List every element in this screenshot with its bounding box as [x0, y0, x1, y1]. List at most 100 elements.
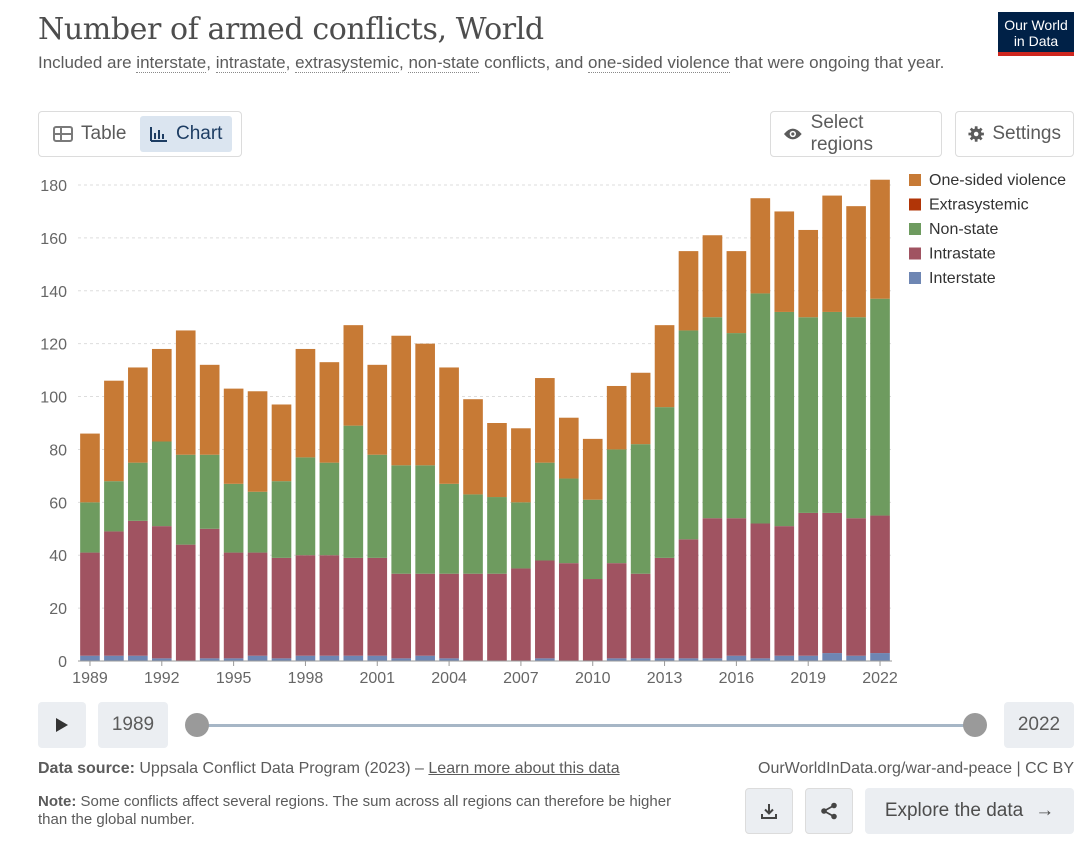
bar-segment-interstate[interactable]: Interstate 1992: 1	[151, 658, 172, 661]
bar-segment-non-state[interactable]: Non-state 2002: 41	[391, 465, 412, 574]
bar-segment-non-state[interactable]: Non-state 2015: 76	[702, 317, 723, 519]
settings-button[interactable]: Settings	[955, 111, 1074, 157]
tab-table[interactable]: Table	[43, 116, 136, 152]
bar-segment-intrastate[interactable]: Intrastate 2018: 49	[774, 526, 795, 656]
bar-segment-one-sided[interactable]: One-sided violence 1996: 38	[247, 391, 268, 492]
bar-segment-interstate[interactable]: Interstate 1990: 2	[104, 655, 124, 661]
bar-segment-non-state[interactable]: Non-state 1993: 34	[175, 454, 196, 545]
bar-segment-one-sided[interactable]: One-sided violence 2009: 23	[558, 417, 579, 479]
bar-segment-one-sided[interactable]: One-sided violence 2022: 45	[870, 179, 890, 299]
bar-segment-non-state[interactable]: Non-state 1998: 37	[295, 457, 316, 556]
bar-segment-intrastate[interactable]: Intrastate 1995: 40	[223, 552, 244, 659]
bar-segment-one-sided[interactable]: One-sided violence 1998: 41	[295, 348, 316, 458]
legend-label[interactable]: Non-state	[929, 221, 998, 238]
bar-segment-intrastate[interactable]: Intrastate 1996: 39	[247, 552, 268, 656]
bar-segment-interstate[interactable]: Interstate 2011: 1	[606, 658, 627, 661]
bar-segment-intrastate[interactable]: Intrastate 1998: 38	[295, 555, 316, 656]
bar-segment-interstate[interactable]: Interstate 2001: 2	[367, 655, 388, 661]
play-button[interactable]	[38, 702, 86, 748]
timeline-end-handle[interactable]	[963, 713, 987, 737]
bar-segment-non-state[interactable]: Non-state 1999: 35	[319, 462, 340, 556]
bar-segment-one-sided[interactable]: One-sided violence 2015: 31	[702, 235, 723, 318]
bar-segment-non-state[interactable]: Non-state 2019: 74	[798, 317, 819, 513]
bar-segment-interstate[interactable]: Interstate 1998: 2	[295, 655, 316, 661]
bar-segment-one-sided[interactable]: One-sided violence 2020: 44	[822, 195, 842, 312]
bar-segment-one-sided[interactable]: One-sided violence 2010: 23	[582, 438, 603, 500]
bar-segment-non-state[interactable]: Non-state 2011: 43	[606, 449, 627, 564]
bar-segment-one-sided[interactable]: One-sided violence 1991: 36	[128, 367, 148, 463]
download-button[interactable]	[745, 788, 793, 834]
bar-segment-intrastate[interactable]: Intrastate 2021: 52	[846, 518, 866, 656]
bar-segment-interstate[interactable]: Interstate 2019: 2	[798, 655, 819, 661]
bar-segment-non-state[interactable]: Non-state 2000: 50	[343, 425, 364, 558]
bar-segment-non-state[interactable]: Non-state 2016: 70	[726, 333, 747, 519]
bar-segment-one-sided[interactable]: One-sided violence 1997: 29	[271, 404, 292, 482]
bar-segment-interstate[interactable]: Interstate 2013: 1	[654, 658, 675, 661]
bar-segment-intrastate[interactable]: Intrastate 1999: 38	[319, 555, 340, 656]
bar-segment-one-sided[interactable]: One-sided violence 2017: 36	[750, 198, 771, 294]
bar-segment-non-state[interactable]: Non-state 2003: 41	[415, 465, 435, 574]
bar-segment-one-sided[interactable]: One-sided violence 2016: 31	[726, 251, 747, 334]
bar-segment-one-sided[interactable]: One-sided violence 2008: 32	[535, 378, 555, 463]
bar-segment-intrastate[interactable]: Intrastate 2007: 35	[511, 568, 531, 661]
timeline-start-handle[interactable]	[185, 713, 209, 737]
timeline-start-year[interactable]: 1989	[98, 702, 168, 748]
bar-segment-one-sided[interactable]: One-sided violence 2018: 38	[774, 211, 795, 312]
bar-segment-non-state[interactable]: Non-state 1996: 23	[247, 491, 268, 553]
bar-segment-non-state[interactable]: Non-state 1991: 22	[128, 462, 148, 521]
bar-segment-one-sided[interactable]: One-sided violence 1989: 26	[80, 433, 100, 503]
bar-segment-one-sided[interactable]: One-sided violence 1995: 36	[223, 388, 244, 484]
bar-segment-intrastate[interactable]: Intrastate 2000: 37	[343, 557, 364, 656]
bar-segment-intrastate[interactable]: Intrastate 2010: 31	[582, 579, 603, 661]
bar-segment-non-state[interactable]: Non-state 2018: 81	[774, 311, 795, 527]
subtitle-term[interactable]: non-state	[408, 53, 480, 73]
bar-segment-one-sided[interactable]: One-sided violence 2012: 27	[630, 372, 651, 445]
bar-segment-one-sided[interactable]: One-sided violence 2007: 28	[511, 428, 531, 503]
legend-label[interactable]: Intrastate	[929, 246, 996, 263]
bar-segment-one-sided[interactable]: One-sided violence 2011: 24	[606, 385, 627, 450]
bar-segment-one-sided[interactable]: One-sided violence 1990: 38	[104, 380, 124, 482]
bar-segment-interstate[interactable]: Interstate 2000: 2	[343, 655, 364, 661]
bar-segment-non-state[interactable]: Non-state 2008: 37	[535, 462, 555, 561]
bar-segment-interstate[interactable]: Interstate 2018: 2	[774, 655, 795, 661]
bar-segment-intrastate[interactable]: Intrastate 2004: 32	[439, 573, 459, 659]
bar-segment-intrastate[interactable]: Intrastate 1992: 50	[151, 526, 172, 659]
bar-segment-interstate[interactable]: Interstate 2016: 2	[726, 655, 747, 661]
bar-segment-intrastate[interactable]: Intrastate 1989: 39	[80, 552, 100, 656]
bar-segment-one-sided[interactable]: One-sided violence 2019: 33	[798, 229, 819, 318]
subtitle-term[interactable]: one-sided violence	[588, 53, 730, 73]
bar-segment-interstate[interactable]: Interstate 1997: 1	[271, 658, 292, 661]
bar-segment-intrastate[interactable]: Intrastate 2006: 33	[487, 573, 507, 661]
bar-segment-interstate[interactable]: Interstate 2008: 1	[535, 658, 555, 661]
bar-segment-intrastate[interactable]: Intrastate 2005: 33	[463, 573, 483, 661]
bar-segment-intrastate[interactable]: Intrastate 1994: 49	[199, 528, 220, 659]
bar-segment-one-sided[interactable]: One-sided violence 2013: 31	[654, 325, 675, 408]
bar-segment-intrastate[interactable]: Intrastate 2020: 53	[822, 512, 842, 654]
owid-logo[interactable]: Our World in Data	[998, 12, 1074, 56]
bar-segment-interstate[interactable]: Interstate 2004: 1	[439, 658, 459, 661]
bar-segment-interstate[interactable]: Interstate 2017: 1	[750, 658, 771, 661]
bar-segment-non-state[interactable]: Non-state 2009: 32	[558, 478, 579, 564]
bar-segment-intrastate[interactable]: Intrastate 2012: 32	[630, 573, 651, 659]
explore-data-button[interactable]: Explore the data →	[865, 788, 1074, 834]
bar-segment-interstate[interactable]: Interstate 2020: 3	[822, 653, 842, 661]
bar-segment-non-state[interactable]: Non-state 2006: 29	[487, 497, 507, 574]
bar-segment-intrastate[interactable]: Intrastate 2008: 37	[535, 560, 555, 659]
bar-segment-non-state[interactable]: Non-state 2007: 25	[511, 502, 531, 569]
bar-segment-intrastate[interactable]: Intrastate 2013: 38	[654, 557, 675, 659]
subtitle-term[interactable]: interstate	[136, 53, 207, 73]
bar-segment-non-state[interactable]: Non-state 2021: 76	[846, 317, 866, 519]
bar-segment-intrastate[interactable]: Intrastate 2015: 53	[702, 518, 723, 659]
bar-segment-non-state[interactable]: Non-state 2004: 34	[439, 483, 459, 574]
bar-segment-interstate[interactable]: Interstate 1991: 2	[128, 655, 148, 661]
bar-segment-non-state[interactable]: Non-state 1995: 26	[223, 483, 244, 553]
bar-segment-one-sided[interactable]: One-sided violence 2006: 28	[487, 423, 507, 498]
bar-segment-interstate[interactable]: Interstate 2021: 2	[846, 655, 866, 661]
bar-segment-interstate[interactable]: Interstate 2022: 3	[870, 653, 890, 661]
bar-segment-one-sided[interactable]: One-sided violence 1992: 35	[151, 348, 172, 442]
bar-segment-non-state[interactable]: Non-state 2005: 30	[463, 494, 483, 574]
bar-segment-one-sided[interactable]: One-sided violence 2001: 34	[367, 364, 388, 455]
